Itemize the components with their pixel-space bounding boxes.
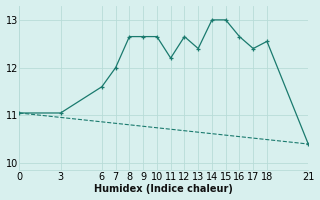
X-axis label: Humidex (Indice chaleur): Humidex (Indice chaleur) (94, 184, 233, 194)
